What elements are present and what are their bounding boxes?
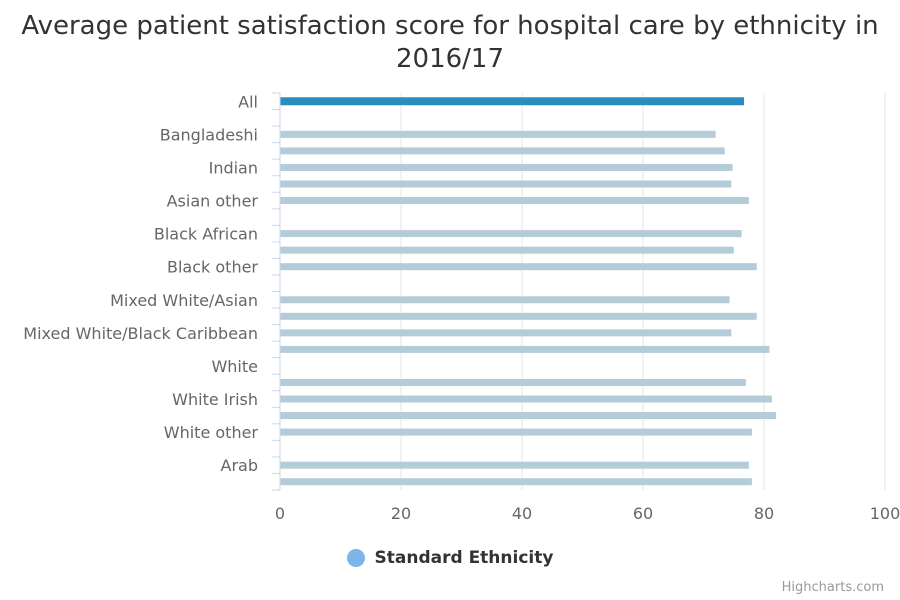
bar — [280, 180, 732, 188]
bar — [280, 329, 732, 337]
x-tick-label: 60 — [633, 504, 653, 523]
y-category-label: Mixed White/Asian — [110, 291, 258, 310]
chart-title: Average patient satisfaction score for h… — [21, 11, 879, 74]
bar — [280, 428, 752, 436]
y-category-label: All — [238, 92, 258, 111]
bar — [280, 378, 746, 386]
bar — [280, 312, 757, 320]
bar — [280, 461, 749, 469]
legend-marker[interactable] — [346, 549, 365, 567]
gridlines — [400, 93, 886, 490]
y-category-label: White Irish — [172, 390, 258, 409]
bars — [280, 97, 777, 486]
axes: 0 20 40 60 80 100 All Bangladeshi Indian Asian ot… — [23, 92, 900, 523]
legend[interactable]: Standard Ethnicity — [0, 548, 900, 568]
bar — [280, 246, 734, 254]
bar — [280, 395, 772, 403]
x-tick-label: 100 — [870, 504, 900, 523]
bar — [280, 197, 749, 205]
y-category-label: Black other — [167, 258, 258, 277]
x-tick-label: 40 — [512, 504, 532, 523]
y-category-label: Mixed White/Black Caribbean — [23, 324, 258, 343]
y-category-label: Arab — [221, 456, 258, 475]
bar — [280, 478, 752, 486]
bar — [280, 412, 777, 420]
bar — [280, 163, 733, 171]
bar-highlight — [280, 97, 745, 106]
bar — [280, 130, 716, 138]
bar — [280, 147, 725, 155]
y-category-label: Bangladeshi — [160, 125, 258, 144]
legend-label[interactable]: Standard Ethnicity — [374, 548, 554, 568]
credits-link[interactable]: Highcharts.com — [781, 580, 884, 595]
y-category-label: White — [211, 357, 258, 376]
bar — [280, 296, 730, 304]
y-category-label: White other — [164, 423, 259, 442]
x-tick-label: 80 — [754, 504, 774, 523]
y-category-label: Asian other — [167, 192, 259, 211]
bar — [280, 230, 742, 238]
y-category-label: Indian — [209, 158, 258, 177]
x-tick-label: 20 — [391, 504, 411, 523]
bar — [280, 263, 757, 271]
x-tick-label: 0 — [275, 504, 285, 523]
bar — [280, 345, 770, 353]
y-category-label: Black African — [154, 225, 258, 244]
